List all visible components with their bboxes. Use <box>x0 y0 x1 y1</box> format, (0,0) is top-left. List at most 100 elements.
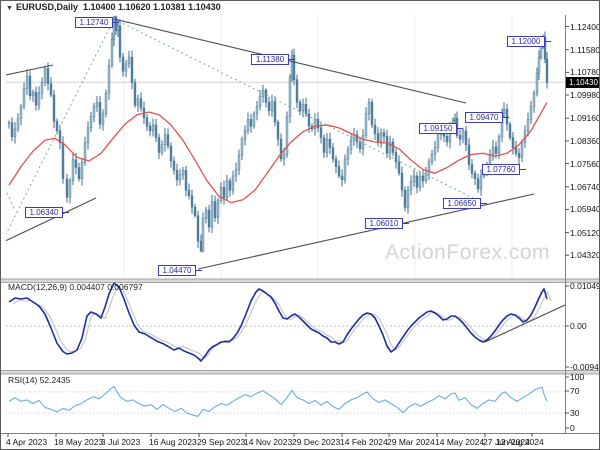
swing-price-tag[interactable]: 1.12740 <box>75 17 113 28</box>
price-axis-label[interactable]: 1.09980 <box>570 90 600 101</box>
rsi-axis-label: 30 <box>570 408 580 418</box>
candle-body <box>364 113 368 136</box>
date-axis-label[interactable]: 14 Feb 2024 <box>340 437 388 447</box>
candle-body <box>331 147 335 160</box>
candle-body <box>255 106 259 114</box>
macd-indicator-label: MACD(12,26,9) 0.004407 0.006797 <box>8 282 143 292</box>
price-axis-label[interactable]: 1.12400 <box>570 21 600 32</box>
date-axis-label[interactable]: 4 Apr 2023 <box>6 437 48 447</box>
candle-body <box>400 172 404 191</box>
candle-body <box>461 130 465 140</box>
price-axis-label[interactable]: 1.08360 <box>570 135 600 146</box>
date-axis-label[interactable]: 12 Aug 2024 <box>496 437 544 447</box>
date-axis-label[interactable]: 29 Sep 2023 <box>197 437 246 447</box>
trendline[interactable] <box>1 197 97 243</box>
candle-body <box>118 25 122 58</box>
swing-price-tag[interactable]: 1.11380 <box>251 54 289 65</box>
macd-trendline[interactable] <box>484 304 565 343</box>
date-axis-label[interactable]: 29 Dec 2023 <box>292 437 341 447</box>
macd-axis-label: 0.00 <box>570 321 587 331</box>
candle-body <box>479 175 483 190</box>
candle-body <box>25 75 29 89</box>
price-axis-label[interactable]: 1.10780 <box>570 67 600 78</box>
candle-body <box>290 55 294 78</box>
candle-body <box>7 122 11 124</box>
panel-separator[interactable] <box>1 279 600 283</box>
date-axis-label[interactable]: 16 Aug 2023 <box>149 437 197 447</box>
candle-body <box>61 142 65 180</box>
date-axis-label[interactable]: 14 Nov 2023 <box>244 437 293 447</box>
candle-body <box>249 119 253 127</box>
candle-body <box>361 135 365 150</box>
date-axis-label[interactable]: 27 Jun 2024 <box>483 437 530 447</box>
date-axis-label[interactable]: 14 May 2024 <box>435 437 485 447</box>
swing-price-tag[interactable]: 1.12000 <box>507 36 545 47</box>
swing-price-tag[interactable]: 1.04470 <box>158 265 196 276</box>
candle-body <box>412 175 416 182</box>
swing-price-tag[interactable]: 1.09150 <box>419 123 457 134</box>
panel-separator[interactable] <box>1 370 600 375</box>
candle-body <box>316 119 320 129</box>
candle-body <box>319 127 323 138</box>
dashed-trendline[interactable] <box>1 18 115 244</box>
macd-panel[interactable] <box>6 282 565 362</box>
price-axis-label[interactable]: 1.09160 <box>570 113 600 124</box>
candle-body <box>13 128 17 138</box>
swing-price-tag[interactable]: 1.07760 <box>482 164 520 175</box>
candle-body <box>301 104 305 112</box>
candle-body <box>207 209 211 228</box>
candle-body <box>458 135 462 140</box>
moving-average-line <box>8 102 548 204</box>
candle-body <box>160 144 164 153</box>
candle-body <box>355 134 359 143</box>
candle-body <box>273 101 277 123</box>
candle-body <box>349 140 353 150</box>
swing-price-tag[interactable]: 1.09470 <box>465 112 503 123</box>
trendline[interactable] <box>197 193 535 270</box>
price-axis-label[interactable]: 1.05940 <box>570 204 600 215</box>
candle-body <box>110 39 114 66</box>
swing-price-tag[interactable]: 1.06650 <box>443 198 481 209</box>
candle-body <box>537 56 541 74</box>
candle-body <box>322 137 326 153</box>
candle-body <box>130 56 134 83</box>
date-axis-label[interactable]: 18 May 2023 <box>54 437 104 447</box>
candle-body <box>204 209 208 219</box>
swing-price-tag[interactable]: 1.06010 <box>365 218 403 229</box>
candle-body <box>532 92 536 107</box>
price-axis-label[interactable]: 1.05120 <box>570 227 600 238</box>
dashed-trendline[interactable] <box>1 179 16 212</box>
candle-body <box>526 119 530 131</box>
candle-body <box>184 170 188 191</box>
chevron-down-icon[interactable]: ▼ <box>6 5 13 12</box>
candle-body <box>201 218 205 252</box>
trendline[interactable] <box>113 18 467 104</box>
candle-body <box>464 130 468 146</box>
candle-body <box>497 136 501 154</box>
candle-body <box>199 240 203 252</box>
price-axis-label[interactable]: 1.07560 <box>570 158 600 169</box>
candle-body <box>379 132 383 143</box>
price-axis-label[interactable]: 1.04320 <box>570 250 600 261</box>
candle-body <box>529 106 533 120</box>
date-axis-label[interactable]: 3 Jul 2023 <box>101 437 141 447</box>
candle-body <box>505 108 509 125</box>
trendline[interactable] <box>1 64 54 76</box>
dashed-trendline[interactable] <box>113 18 480 202</box>
swing-price-tag[interactable]: 1.06340 <box>25 207 63 218</box>
candle-body <box>95 102 99 107</box>
candle-body <box>279 138 283 160</box>
candle-body <box>476 178 480 190</box>
date-axis-label[interactable]: 29 Mar 2024 <box>387 437 435 447</box>
price-axis-label[interactable]: 1.06740 <box>570 181 600 192</box>
symbol-timeframe-label: EURUSD,Daily <box>15 2 78 12</box>
candle-body <box>114 16 118 31</box>
candle-body <box>397 161 401 174</box>
candle-body <box>222 187 226 198</box>
candle-body <box>172 160 176 171</box>
price-axis-label[interactable]: 1.11580 <box>570 44 600 55</box>
candle-body <box>163 134 167 146</box>
rsi-panel[interactable] <box>6 386 565 417</box>
candle-body <box>169 145 173 162</box>
